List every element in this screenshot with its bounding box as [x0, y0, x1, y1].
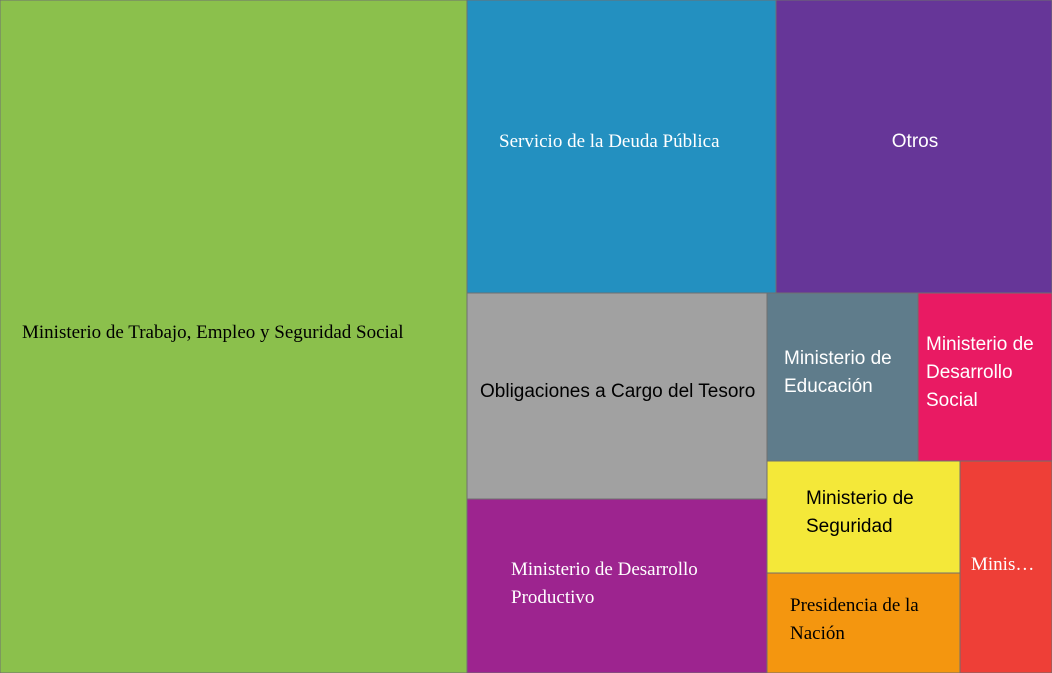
- treemap-tile-servicio-de-la-deuda-publica[interactable]: Servicio de la Deuda Pública: [466, 0, 777, 294]
- treemap-rect-ministerio-de-salud[interactable]: [959, 460, 1052, 673]
- treemap-label-ministerio-de-trabajo-empleo-y-seguridad-social: Ministerio de Trabajo, Empleo y Segurida…: [22, 322, 404, 343]
- treemap-rect-obligaciones-a-cargo-del-tesoro[interactable]: [466, 292, 768, 500]
- treemap-label-ministerio-de-desarrollo-social: Ministerio de Desarrollo Social: [926, 334, 1034, 411]
- treemap-label-presidencia-de-la-nacion: Presidencia de la Nación: [790, 595, 919, 644]
- treemap-rect-otros[interactable]: [775, 0, 1052, 294]
- treemap-tile-otros[interactable]: Otros: [775, 0, 1052, 294]
- treemap-tile-ministerio-de-desarrollo-productivo[interactable]: Ministerio de Desarrollo Productivo: [466, 498, 768, 673]
- treemap-label-otros: Otros: [892, 131, 938, 152]
- treemap-tile-ministerio-de-seguridad[interactable]: Ministerio de Seguridad: [766, 460, 961, 574]
- treemap-rect-ministerio-de-desarrollo-productivo[interactable]: [466, 498, 768, 673]
- treemap-tile-ministerio-de-salud[interactable]: Minis…Ministerio de Salud: [959, 460, 1052, 673]
- treemap-label-servicio-de-la-deuda-publica: Servicio de la Deuda Pública: [499, 131, 720, 152]
- treemap-rect-presidencia-de-la-nacion[interactable]: [766, 572, 961, 673]
- treemap-tile-ministerio-de-trabajo-empleo-y-seguridad-social[interactable]: Ministerio de Trabajo, Empleo y Segurida…: [0, 0, 468, 673]
- treemap-tile-ministerio-de-desarrollo-social[interactable]: Ministerio de Desarrollo Social: [917, 292, 1052, 462]
- treemap-label-ministerio-de-educacion: Ministerio de Educación: [784, 348, 892, 397]
- treemap-label-ministerio-de-salud: Minis…Ministerio de Salud: [971, 554, 1034, 575]
- treemap-tile-obligaciones-a-cargo-del-tesoro[interactable]: Obligaciones a Cargo del Tesoro: [466, 292, 768, 500]
- treemap-label-ministerio-de-desarrollo-productivo: Ministerio de Desarrollo Productivo: [511, 559, 698, 608]
- treemap-rect-ministerio-de-trabajo-empleo-y-seguridad-social[interactable]: [0, 0, 468, 673]
- treemap-label-obligaciones-a-cargo-del-tesoro: Obligaciones a Cargo del Tesoro: [480, 381, 755, 402]
- treemap-label-ministerio-de-seguridad: Ministerio de Seguridad: [806, 488, 914, 537]
- treemap-rect-servicio-de-la-deuda-publica[interactable]: [466, 0, 777, 294]
- treemap-tile-presidencia-de-la-nacion[interactable]: Presidencia de la Nación: [766, 572, 961, 673]
- treemap-tile-ministerio-de-educacion[interactable]: Ministerio de Educación: [766, 292, 919, 462]
